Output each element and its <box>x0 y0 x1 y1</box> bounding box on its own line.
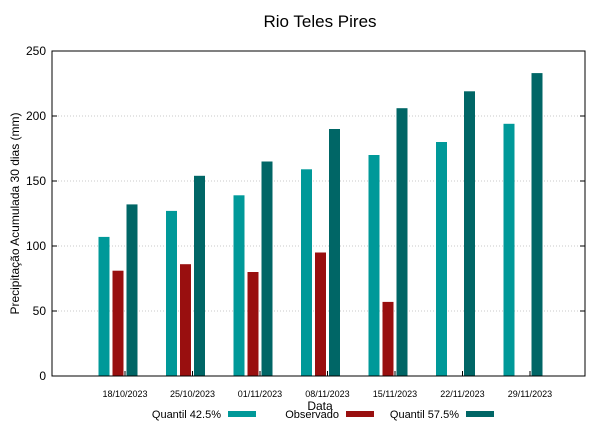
y-tick-label: 50 <box>33 304 47 318</box>
x-tick-label: 01/11/2023 <box>238 389 282 399</box>
gridlines <box>52 115 585 312</box>
bar <box>112 270 124 376</box>
bar <box>382 301 394 376</box>
bar <box>194 175 205 376</box>
legend-swatch <box>346 411 374 417</box>
legend-label: Quantil 42.5% <box>152 409 221 421</box>
y-tick-label: 200 <box>26 109 46 123</box>
bar <box>261 161 273 376</box>
bar <box>126 204 138 376</box>
x-tick-label: 18/10/2023 <box>102 389 147 399</box>
x-tick-label: 22/11/2023 <box>440 389 484 399</box>
bar <box>368 155 380 376</box>
legend-swatch <box>228 411 256 417</box>
legend-swatch <box>466 411 494 417</box>
bar <box>301 169 312 376</box>
bar <box>233 195 245 376</box>
y-axis-label: Precipitação Acumulada 30 dias (mm) <box>8 112 22 314</box>
bar <box>436 142 447 376</box>
bar <box>464 91 475 377</box>
y-tick-label: 100 <box>26 239 46 253</box>
legend-label: Quantil 57.5% <box>390 409 459 421</box>
y-tick-label: 250 <box>26 44 46 58</box>
legend: Quantil 42.5% Observado Quantil 57.5% <box>152 409 494 421</box>
legend-label: Observado <box>285 409 339 421</box>
bar <box>247 272 259 376</box>
bar <box>531 73 543 376</box>
bar <box>503 123 515 376</box>
x-tick-label: 29/11/2023 <box>508 389 552 399</box>
bar <box>329 129 340 376</box>
x-axis-ticks: 18/10/2023 25/10/2023 01/11/2023 08/11/2023… <box>102 371 552 399</box>
chart-title: Rio Teles Pires <box>263 12 376 31</box>
bar <box>396 108 408 376</box>
x-axis-label: Data <box>307 399 333 413</box>
y-tick-label: 150 <box>26 174 46 188</box>
x-tick-label: 25/10/2023 <box>170 389 215 399</box>
plot-frame <box>51 50 586 377</box>
x-tick-label: 15/11/2023 <box>373 389 417 399</box>
y-axis-ticks: 0 50 100 150 200 250 <box>26 44 585 383</box>
bar <box>166 210 177 376</box>
bar <box>180 264 191 376</box>
y-tick-label: 0 <box>39 369 46 383</box>
x-tick-label: 08/11/2023 <box>305 389 349 399</box>
bar <box>98 236 110 376</box>
bar <box>315 252 326 376</box>
bars <box>98 73 543 377</box>
